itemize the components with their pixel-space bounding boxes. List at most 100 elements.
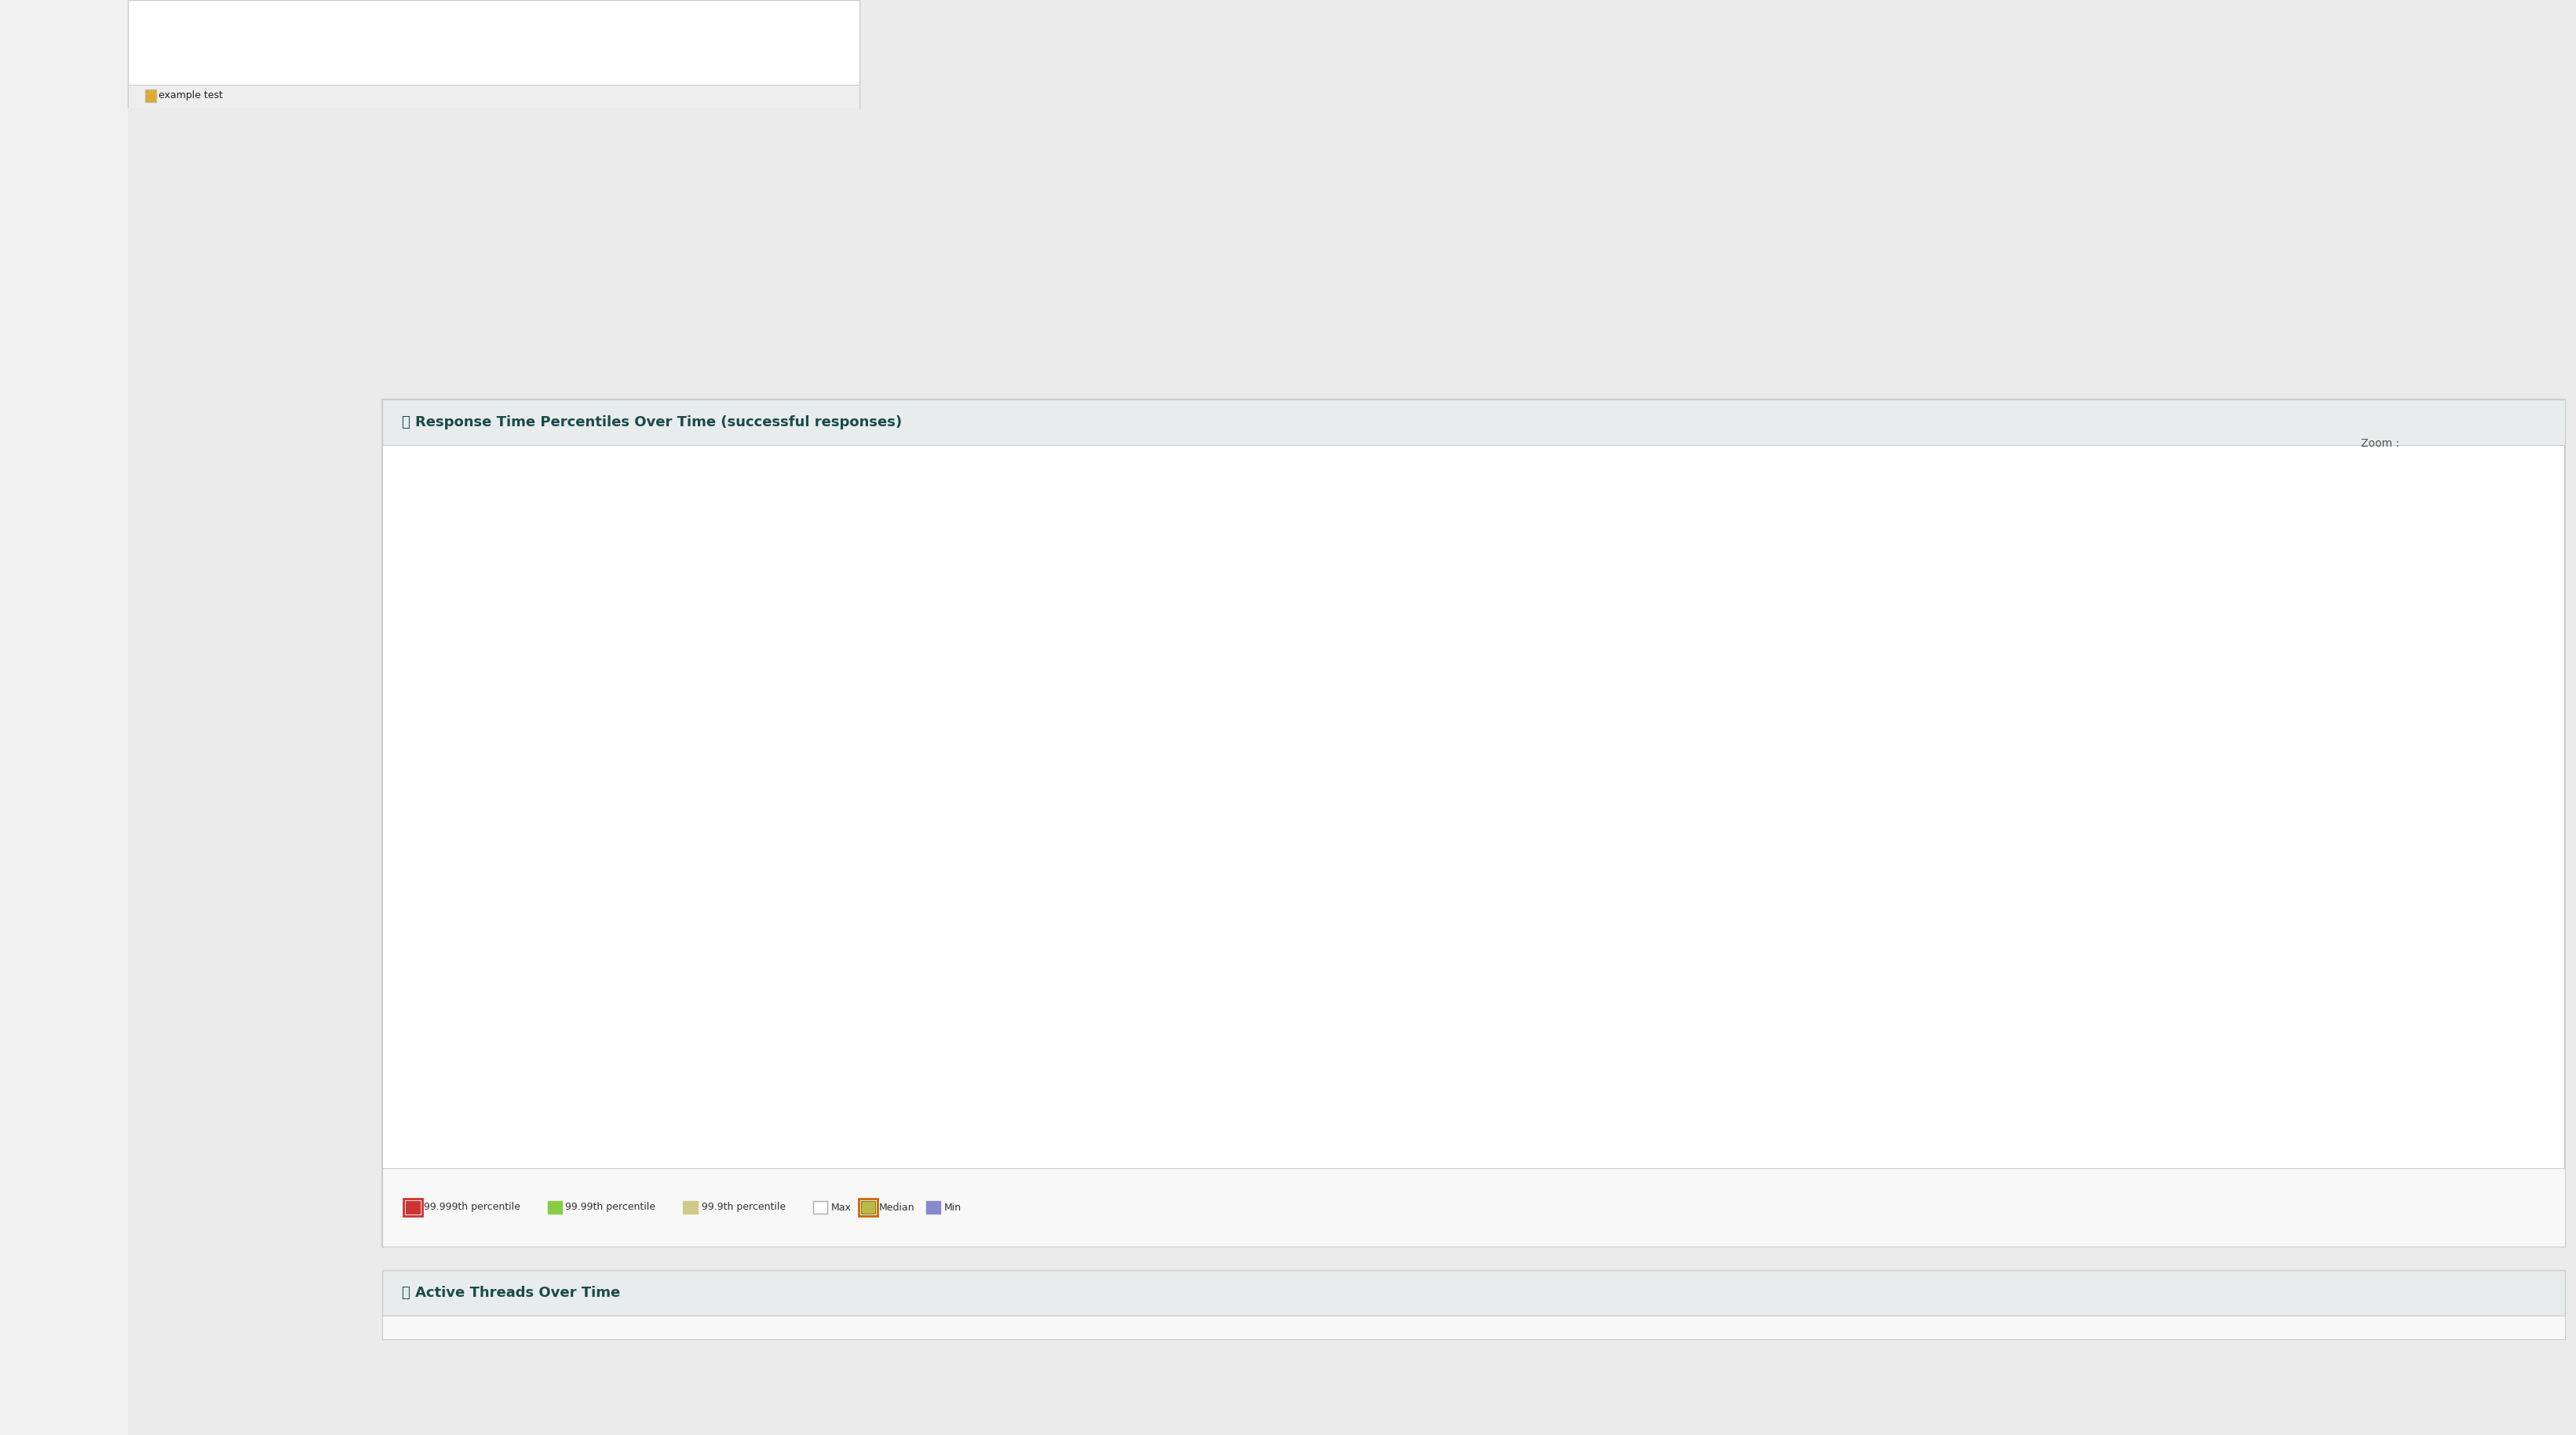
Point <box>1023 1118 1064 1141</box>
Point <box>1832 700 1873 723</box>
Point <box>762 505 804 528</box>
Point <box>502 1114 544 1137</box>
Point <box>850 1112 891 1135</box>
Point <box>2151 1118 2192 1141</box>
Point <box>2063 916 2105 938</box>
Point <box>2429 646 2470 669</box>
Point <box>1803 1118 1844 1141</box>
Point <box>2151 1115 2192 1138</box>
Point <box>2352 644 2393 667</box>
Point <box>2460 646 2501 669</box>
Point <box>1079 916 1121 938</box>
Point <box>474 1118 515 1141</box>
Point <box>2393 644 2434 667</box>
Point <box>1891 1118 1932 1141</box>
Point <box>2380 644 2421 667</box>
Point <box>1602 1118 1643 1141</box>
Point <box>791 1118 832 1141</box>
Point <box>2473 644 2514 667</box>
Point <box>2442 644 2483 667</box>
Point <box>2391 644 2432 667</box>
Point <box>1195 1118 1236 1141</box>
Point <box>2491 644 2532 667</box>
Point <box>1659 1118 1700 1141</box>
Point <box>1978 1086 2020 1109</box>
Point <box>502 1116 544 1139</box>
Point <box>1747 1116 1788 1139</box>
Point <box>2481 646 2522 669</box>
Point <box>2362 644 2403 667</box>
Point <box>1515 1115 1556 1138</box>
Point <box>1110 845 1151 868</box>
Point <box>2295 1118 2336 1141</box>
Point <box>618 1027 659 1050</box>
Point <box>531 1118 572 1141</box>
Point <box>2094 1116 2136 1139</box>
Point <box>819 1116 860 1139</box>
Point <box>2179 1118 2221 1141</box>
Point <box>1255 1114 1296 1137</box>
Point <box>2445 644 2486 667</box>
Point <box>762 1116 804 1139</box>
Point <box>559 1114 600 1137</box>
Point <box>1486 1118 1528 1141</box>
Point <box>2179 1039 2221 1062</box>
Point <box>474 1114 515 1137</box>
Point <box>2324 1118 2365 1141</box>
Point <box>1571 1027 1613 1050</box>
Point <box>2470 644 2512 667</box>
Point <box>1891 1114 1932 1137</box>
Point <box>2512 646 2553 669</box>
Point <box>1370 1118 1412 1141</box>
Point <box>2504 644 2545 667</box>
Point <box>590 1116 631 1139</box>
Point <box>994 1118 1036 1141</box>
Point <box>1718 1115 1759 1138</box>
Point <box>703 1114 744 1137</box>
Point <box>2123 1115 2164 1138</box>
Point <box>1775 1019 1816 1042</box>
Text: 99.999th percentile: 99.999th percentile <box>425 1203 520 1213</box>
Point <box>1427 1116 1468 1139</box>
Text: Median: Median <box>878 1203 914 1213</box>
Point <box>647 1114 688 1137</box>
Point <box>2063 1115 2105 1138</box>
Point <box>2401 644 2442 667</box>
Point <box>1571 1118 1613 1141</box>
Point <box>762 1118 804 1141</box>
Point <box>878 989 920 1012</box>
Point <box>1139 1116 1180 1139</box>
Point <box>2421 644 2463 667</box>
Point <box>2499 646 2540 669</box>
Point <box>675 1114 716 1137</box>
Point <box>618 1118 659 1141</box>
Point <box>1226 1118 1267 1141</box>
Point <box>1195 918 1236 941</box>
Point <box>2267 1115 2308 1138</box>
Text: 📊 Response Time Percentiles Over Time (successful responses): 📊 Response Time Percentiles Over Time (s… <box>402 415 902 429</box>
Point <box>2239 1118 2280 1141</box>
Point <box>559 1083 600 1106</box>
Point <box>1283 1118 1324 1141</box>
Point <box>1687 1116 1728 1139</box>
Point <box>2455 644 2496 667</box>
Point <box>647 1046 688 1069</box>
Point <box>2458 646 2499 669</box>
Point <box>618 1116 659 1139</box>
Point <box>1283 993 1324 1016</box>
Point <box>1399 1118 1440 1141</box>
Point <box>1051 1013 1092 1036</box>
Point <box>2035 1112 2076 1135</box>
Point <box>1342 806 1383 829</box>
Point <box>1687 683 1728 706</box>
Point <box>2208 986 2249 1009</box>
Point <box>1832 1118 1873 1141</box>
Point <box>1515 1118 1556 1141</box>
Point <box>1195 1114 1236 1137</box>
Text: 99.99th percentile: 99.99th percentile <box>567 1203 657 1213</box>
Point <box>2463 644 2504 667</box>
Point <box>1947 1112 1989 1135</box>
Point <box>559 1118 600 1141</box>
Text: 99.9th percentile: 99.9th percentile <box>701 1203 786 1213</box>
Point <box>531 1108 572 1131</box>
